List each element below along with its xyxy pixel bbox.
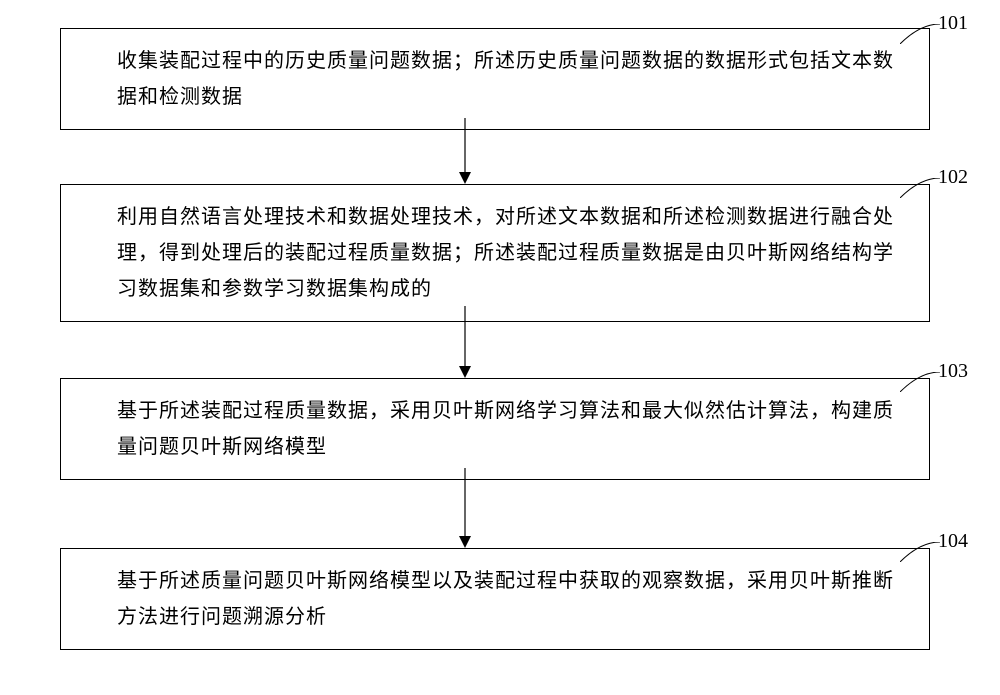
flow-node-text: 收集装配过程中的历史质量问题数据；所述历史质量问题数据的数据形式包括文本数据和检… [117, 43, 911, 115]
flow-node-text: 基于所述质量问题贝叶斯网络模型以及装配过程中获取的观察数据，采用贝叶斯推断方法进… [117, 563, 911, 635]
leader-line-103 [900, 372, 940, 392]
flowchart-container: 收集装配过程中的历史质量问题数据；所述历史质量问题数据的数据形式包括文本数据和检… [0, 0, 1000, 695]
leader-line-101 [900, 24, 940, 44]
flow-node-label-104: 104 [938, 530, 968, 553]
flow-node-103: 基于所述装配过程质量数据，采用贝叶斯网络学习算法和最大似然估计算法，构建质量问题… [60, 378, 930, 480]
flow-node-102: 利用自然语言处理技术和数据处理技术，对所述文本数据和所述检测数据进行融合处理，得… [60, 184, 930, 322]
flow-node-label-102: 102 [938, 166, 968, 189]
flow-node-label-103: 103 [938, 360, 968, 383]
flow-node-101: 收集装配过程中的历史质量问题数据；所述历史质量问题数据的数据形式包括文本数据和检… [60, 28, 930, 130]
flow-node-104: 基于所述质量问题贝叶斯网络模型以及装配过程中获取的观察数据，采用贝叶斯推断方法进… [60, 548, 930, 650]
connector-101-102 [455, 118, 475, 184]
flow-node-label-101: 101 [938, 12, 968, 35]
flow-node-text: 基于所述装配过程质量数据，采用贝叶斯网络学习算法和最大似然估计算法，构建质量问题… [117, 393, 911, 465]
flow-node-text: 利用自然语言处理技术和数据处理技术，对所述文本数据和所述检测数据进行融合处理，得… [117, 199, 911, 307]
connector-102-103 [455, 306, 475, 378]
leader-line-102 [900, 178, 940, 198]
leader-line-104 [900, 542, 940, 562]
connector-103-104 [455, 468, 475, 548]
